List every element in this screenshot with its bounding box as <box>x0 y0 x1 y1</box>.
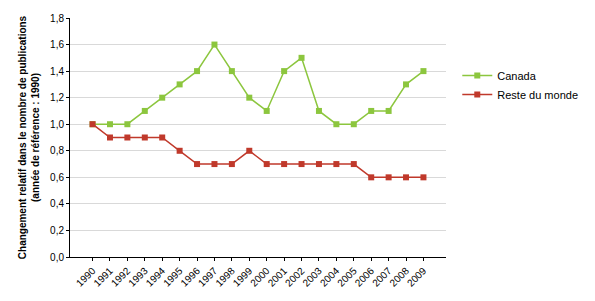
svg-text:2006: 2006 <box>353 265 377 289</box>
svg-text:1991: 1991 <box>91 265 115 289</box>
svg-text:1996: 1996 <box>178 265 202 289</box>
svg-text:1990: 1990 <box>74 265 98 289</box>
svg-text:2002: 2002 <box>283 265 307 289</box>
svg-text:2008: 2008 <box>387 265 411 289</box>
svg-text:1994: 1994 <box>144 265 168 289</box>
svg-text:1,4: 1,4 <box>50 66 64 77</box>
svg-text:Changement relatif dans le nom: Changement relatif dans le nombre de pub… <box>17 15 41 259</box>
svg-text:1995: 1995 <box>161 265 185 289</box>
svg-text:2004: 2004 <box>318 265 342 289</box>
svg-text:2001: 2001 <box>266 265 290 289</box>
svg-text:2009: 2009 <box>405 265 429 289</box>
svg-text:0,0: 0,0 <box>50 252 64 263</box>
svg-text:Reste du monde: Reste du monde <box>497 89 578 101</box>
svg-text:1,2: 1,2 <box>50 92 64 103</box>
svg-text:2003: 2003 <box>300 265 324 289</box>
svg-text:2005: 2005 <box>335 265 359 289</box>
svg-text:1,8: 1,8 <box>50 13 64 24</box>
svg-text:1,0: 1,0 <box>50 119 64 130</box>
svg-text:Canada: Canada <box>497 70 536 82</box>
svg-text:0,6: 0,6 <box>50 172 64 183</box>
svg-text:1992: 1992 <box>109 265 133 289</box>
svg-text:1999: 1999 <box>231 265 255 289</box>
svg-text:2007: 2007 <box>370 265 394 289</box>
svg-text:1997: 1997 <box>196 265 220 289</box>
svg-text:0,4: 0,4 <box>50 198 64 209</box>
svg-text:1998: 1998 <box>213 265 237 289</box>
svg-text:1993: 1993 <box>126 265 150 289</box>
svg-text:0,2: 0,2 <box>50 225 64 236</box>
svg-text:1,6: 1,6 <box>50 39 64 50</box>
svg-text:0,8: 0,8 <box>50 145 64 156</box>
svg-text:2000: 2000 <box>248 265 272 289</box>
